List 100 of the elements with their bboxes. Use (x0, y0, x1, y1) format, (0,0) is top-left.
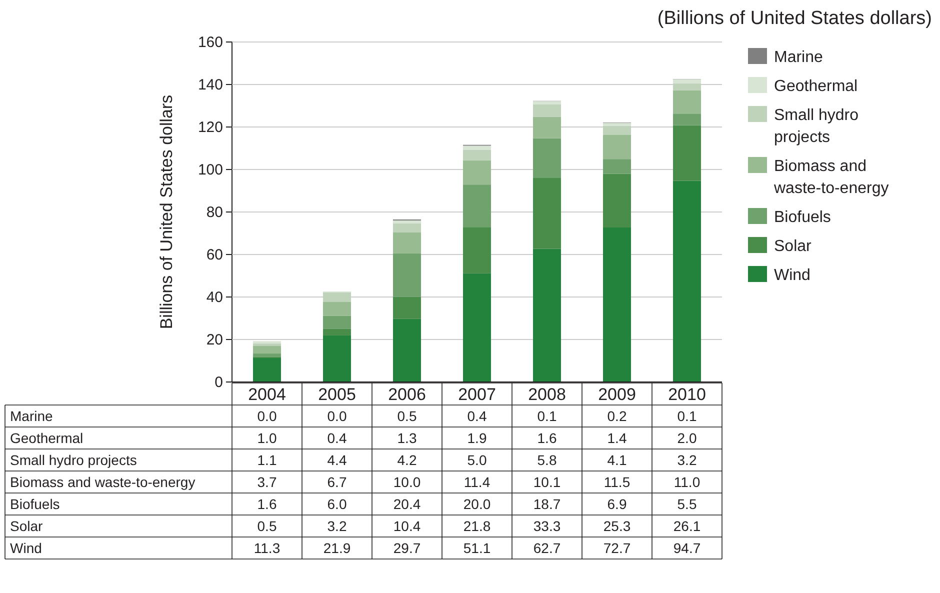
bar (603, 126, 631, 135)
data-label: 0.0 (257, 408, 277, 424)
text: Small hydro projects (10, 452, 137, 468)
legend-label: Small hydro projects (774, 107, 859, 146)
data-label: 18.7 (533, 496, 561, 512)
y-tick-label: 40 (206, 288, 223, 306)
text: Geothermal (10, 430, 84, 446)
y-tick-label: 0 (214, 374, 223, 391)
y-tick-label: 160 (198, 34, 223, 51)
data-label: 33.3 (533, 518, 561, 534)
data-label: 0.5 (397, 408, 417, 424)
data-label: 25.3 (603, 518, 631, 534)
text: Wind (10, 540, 42, 556)
x-tick-label: 2004 (248, 385, 286, 404)
bar (533, 248, 561, 382)
data-label: 1.4 (607, 430, 627, 446)
bar (463, 227, 491, 274)
data-label: 1.6 (257, 496, 277, 512)
data-label: 4.2 (397, 452, 417, 468)
data-label: 62.7 (533, 540, 561, 556)
bar (673, 83, 701, 90)
bar (253, 346, 281, 354)
bar (393, 223, 421, 232)
text: Marine (10, 408, 53, 424)
bar (673, 79, 701, 84)
data-label: 11.0 (674, 474, 700, 490)
data-label: 3.7 (257, 474, 277, 490)
data-label: 10.4 (393, 518, 421, 534)
bar (673, 90, 701, 114)
text: Biofuels (10, 496, 60, 512)
bar (603, 122, 631, 126)
data-label: 26.1 (673, 518, 701, 534)
data-label: 0.5 (257, 518, 277, 534)
data-label: 6.0 (327, 496, 347, 512)
bar (393, 253, 421, 297)
bar (533, 104, 561, 117)
data-label: 29.7 (393, 540, 421, 556)
bar (673, 125, 701, 181)
bar (673, 180, 701, 382)
x-tick-label: 2008 (528, 385, 566, 404)
data-label: 72.7 (603, 540, 631, 556)
y-axis-title: Billions of United States dollars (157, 94, 176, 330)
data-label: 51.1 (463, 540, 491, 556)
text: Biomass and waste-to-energy (10, 474, 196, 490)
bar (603, 159, 631, 174)
data-label: 1.3 (397, 430, 417, 446)
data-label: 1.6 (537, 430, 557, 446)
data-label: 6.7 (327, 474, 347, 490)
data-label: 20.4 (393, 496, 421, 512)
legend-label: Wind (774, 267, 810, 284)
text: Solar (10, 518, 43, 534)
data-label: 10.0 (393, 474, 421, 490)
bar (253, 354, 281, 357)
bar (603, 228, 631, 382)
x-tick-label: 2007 (458, 385, 496, 404)
data-label: 11.5 (604, 474, 630, 490)
data-label: 11.4 (464, 474, 490, 490)
data-label: 94.7 (673, 540, 701, 556)
bar (603, 134, 631, 160)
bar (323, 292, 351, 302)
bar (463, 184, 491, 228)
bar (323, 328, 351, 336)
data-label: 0.4 (467, 408, 487, 424)
legend-label: Biofuels (774, 209, 831, 226)
y-tick-label: 140 (198, 76, 223, 94)
data-label: 5.5 (677, 496, 697, 512)
x-tick-label: 2006 (388, 385, 426, 404)
bar (463, 150, 491, 160)
data-label: 1.9 (467, 430, 487, 446)
bar (463, 146, 491, 150)
x-tick-label: 2005 (318, 385, 356, 404)
data-label: 4.1 (607, 452, 627, 468)
bar (253, 358, 281, 382)
data-label: 21.9 (323, 540, 351, 556)
y-tick-label: 120 (198, 118, 223, 136)
data-label: 3.2 (327, 518, 347, 534)
bar (323, 335, 351, 382)
bar (393, 232, 421, 254)
bar (323, 302, 351, 316)
data-label: 21.8 (463, 518, 491, 534)
bar (533, 116, 561, 138)
bar (603, 174, 631, 228)
data-label: 11.3 (254, 540, 280, 556)
bar (393, 296, 421, 319)
bar (533, 178, 561, 249)
bar (393, 318, 421, 382)
y-tick-label: 80 (206, 204, 223, 221)
legend-label: Solar (774, 238, 812, 255)
bar (463, 160, 491, 185)
bar (533, 101, 561, 104)
bar (533, 138, 561, 178)
bar (463, 273, 491, 382)
legend-label: Geothermal (774, 78, 858, 95)
data-label: 0.2 (607, 408, 627, 424)
data-label: 10.1 (533, 474, 561, 490)
bar (393, 220, 421, 224)
y-tick-label: 100 (198, 161, 223, 178)
bar (673, 114, 701, 126)
data-label: 6.9 (607, 496, 627, 512)
data-label: 4.4 (327, 452, 347, 468)
